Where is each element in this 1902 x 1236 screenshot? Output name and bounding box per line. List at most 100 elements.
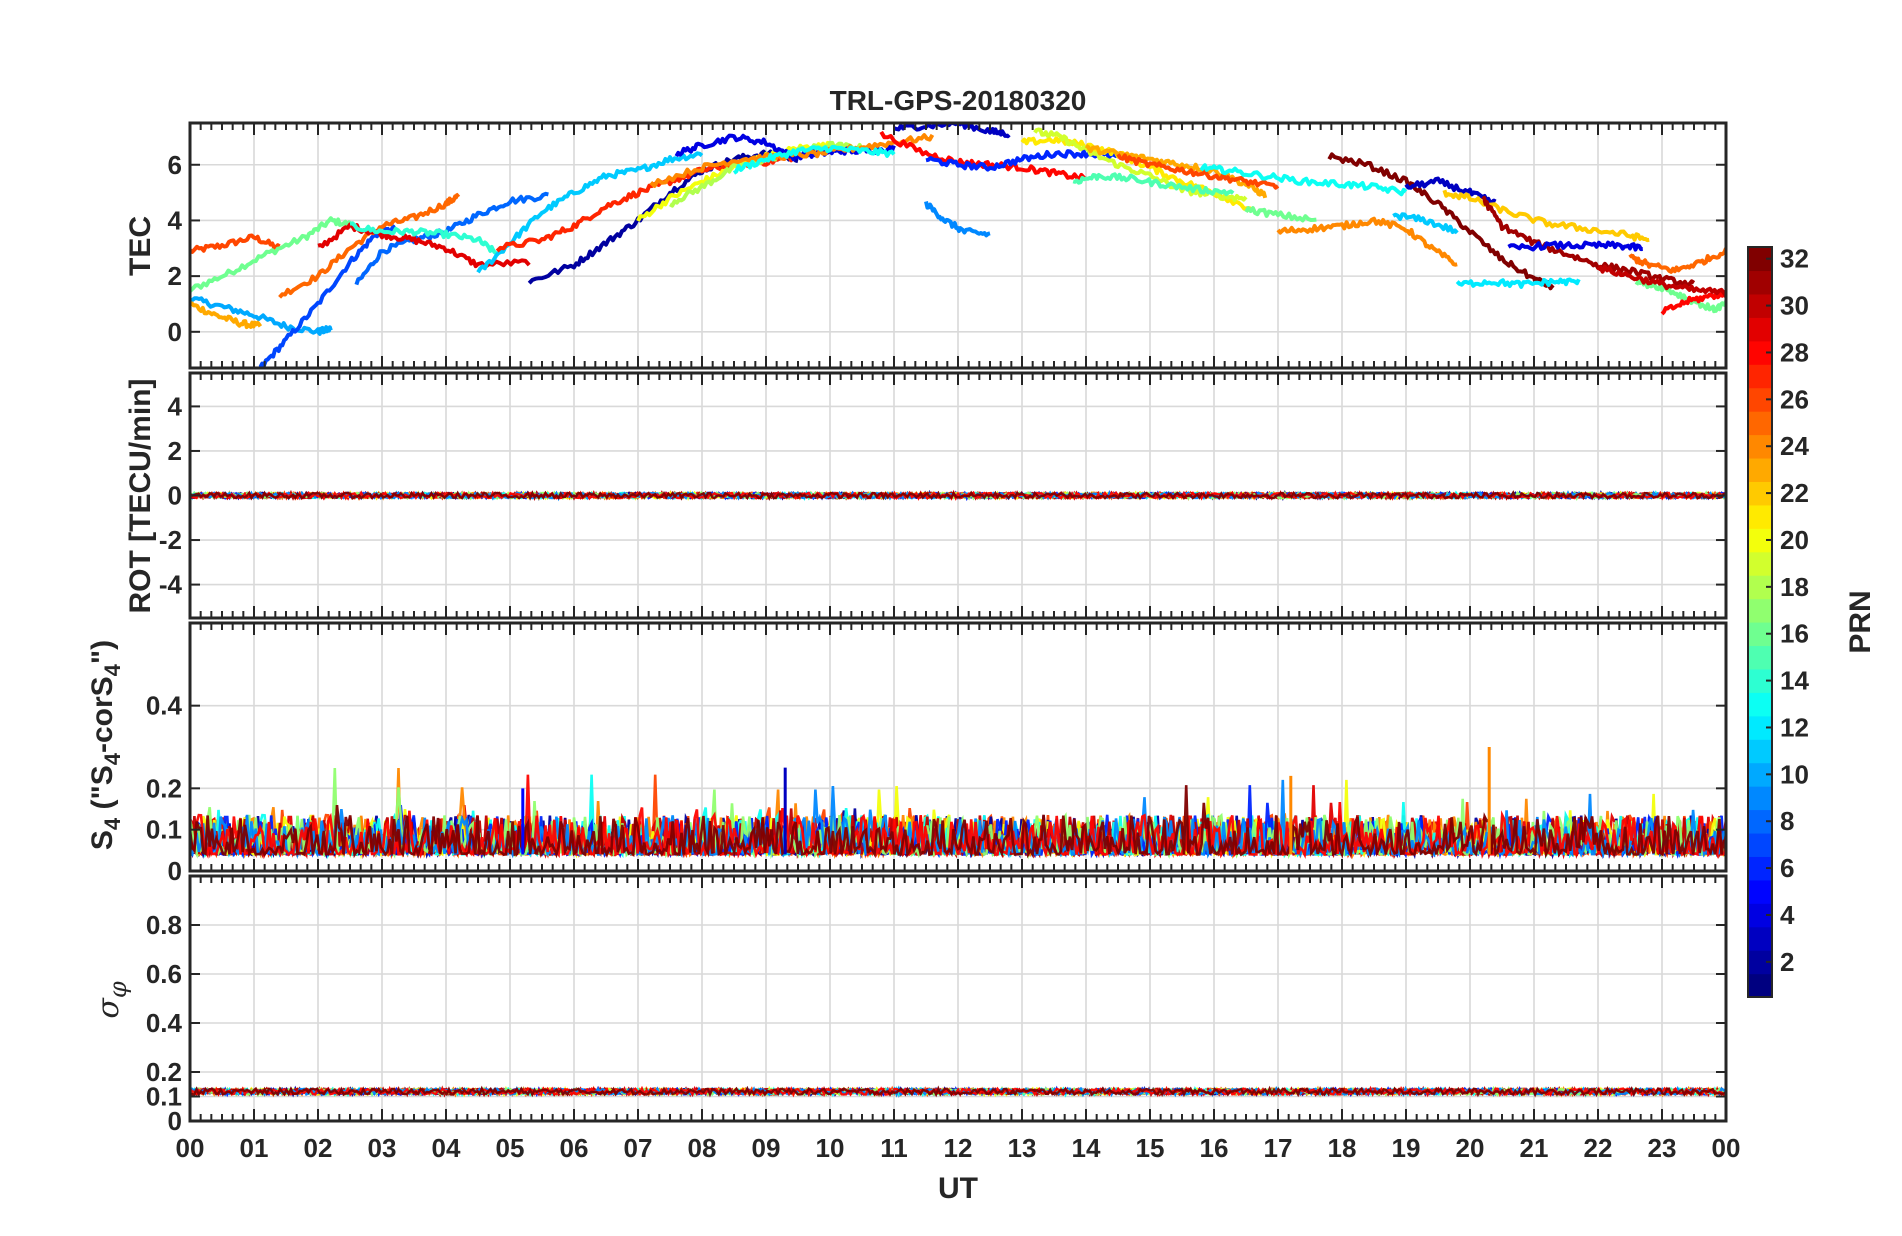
colorbar-segment: [1748, 317, 1772, 342]
panel-sigma-phi: 00.10.2 0.4 0.6 0.8 σφ: [91, 874, 1728, 1136]
y-tick-label: 0.8: [146, 910, 182, 940]
colorbar-tick-label: 30: [1780, 291, 1809, 321]
tec-series-line: [1442, 189, 1650, 243]
colorbar-tick-label: 8: [1780, 806, 1794, 836]
tec-ylabel: TEC: [124, 216, 157, 276]
rot-y-ticks: -4 -2 0 2 4: [159, 391, 183, 599]
colorbar-tick-label: 2: [1780, 947, 1794, 977]
x-tick-label: 19: [1392, 1133, 1421, 1163]
x-tick-label: 07: [624, 1133, 653, 1163]
colorbar-segment: [1748, 692, 1772, 717]
colorbar-tick-label: 18: [1780, 572, 1809, 602]
x-tick-label: 18: [1328, 1133, 1357, 1163]
x-tick-label: 02: [304, 1133, 333, 1163]
tec-series-line: [925, 149, 1120, 172]
tec-series-line: [190, 296, 333, 336]
panel-tec: 0 2 4 6 TEC: [124, 121, 1728, 370]
y-tick-label: 0: [168, 317, 182, 347]
tec-series-line: [1084, 143, 1268, 199]
colorbar-tick-label: 20: [1780, 525, 1809, 555]
y-tick-label: -2: [159, 525, 182, 555]
s4-lines: [190, 747, 1726, 860]
tec-minor-ticks: [189, 123, 1727, 368]
y-tick-label: 0.6: [146, 959, 182, 989]
colorbar-tick-label: 32: [1780, 244, 1809, 274]
y-tick-label: 0.1: [146, 815, 182, 845]
panel-s4: 0 0.1 0.2 0.4 S4 ("S4-corS4"): [86, 621, 1728, 886]
y-tick-label: 2: [168, 261, 182, 291]
tec-series-line: [1072, 172, 1235, 197]
y-tick-label: 0.4: [146, 1008, 183, 1038]
colorbar-tick-label: 26: [1780, 384, 1809, 414]
tec-series-line: [1276, 216, 1458, 267]
sigma-grid: [189, 876, 1727, 1122]
tec-series-line: [1455, 277, 1581, 289]
colorbar-tick-label: 14: [1780, 666, 1809, 696]
y-tick-label: -4: [159, 570, 183, 600]
tec-series-line: [190, 301, 263, 330]
x-tick-label: 15: [1136, 1133, 1165, 1163]
colorbar-tick-label: 28: [1780, 337, 1809, 367]
x-tick-label: 17: [1264, 1133, 1293, 1163]
tec-series-line: [924, 201, 991, 238]
s4-minor-ticks: [189, 623, 1727, 872]
x-tick-label: 11: [880, 1133, 908, 1163]
tec-series-line: [1327, 152, 1555, 291]
x-tick-label: 00: [1712, 1133, 1741, 1163]
tec-series-line: [1199, 163, 1408, 197]
y-tick-label: 0.2: [146, 1057, 182, 1087]
colorbar-segment: [1748, 457, 1772, 482]
y-tick-label: 4: [168, 205, 183, 235]
x-tick-label: 20: [1456, 1133, 1485, 1163]
colorbar-segment: [1748, 551, 1772, 576]
y-tick-label: 2: [168, 436, 182, 466]
tec-series-line: [349, 221, 500, 257]
tec-series-line: [278, 192, 461, 299]
colorbar-segment: [1748, 832, 1772, 857]
tec-series-line: [1116, 153, 1280, 190]
y-tick-label: 0: [168, 856, 182, 886]
tec-series-line: [1244, 206, 1317, 223]
x-tick-label: 10: [816, 1133, 845, 1163]
tec-lines: [190, 123, 1726, 368]
x-tick-label: 05: [496, 1133, 525, 1163]
y-tick-label: 6: [168, 150, 182, 180]
sigma-trace: [190, 1085, 1726, 1098]
s4-ylabel: S4 ("S4-corS4"): [86, 640, 125, 850]
s4-y-ticks: 0 0.1 0.2 0.4: [146, 691, 183, 886]
tec-series-line: [190, 216, 357, 293]
tec-series-line: [1392, 212, 1459, 235]
rot-ylabel: ROT [TECU/min]: [124, 379, 157, 614]
tec-series-line: [1507, 240, 1643, 252]
colorbar-segment: [1748, 786, 1772, 811]
y-tick-label: 0.2: [146, 773, 182, 803]
colorbar-tick-label: 6: [1780, 853, 1794, 883]
rot-minor-ticks: [189, 373, 1727, 618]
y-tick-label: 0.4: [146, 691, 183, 721]
tec-y-ticks: 0 2 4 6: [168, 150, 183, 347]
tec-series-line: [732, 144, 896, 175]
rot-trace: [190, 490, 1726, 501]
y-tick-label: 4: [168, 391, 183, 421]
colorbar-segments: [1748, 247, 1772, 998]
colorbar-label: PRN: [1844, 590, 1877, 653]
tec-series-line: [527, 149, 799, 285]
chart-title: TRL-GPS-20180320: [830, 85, 1087, 116]
x-tick-label: 14: [1072, 1133, 1101, 1163]
x-tick-label: 06: [560, 1133, 589, 1163]
colorbar-segment: [1748, 879, 1772, 904]
tec-series-line: [1481, 195, 1696, 288]
tec-series-line: [190, 233, 281, 254]
colorbar-tick-label: 24: [1780, 431, 1809, 461]
x-tick-label: 16: [1200, 1133, 1229, 1163]
x-tick-label: 09: [752, 1133, 781, 1163]
x-tick-label: 12: [944, 1133, 973, 1163]
sigma-minor-ticks: [189, 876, 1727, 1122]
sigma-y-ticks: 00.10.2 0.4 0.6 0.8: [146, 910, 183, 1136]
s4-trace: [190, 785, 1726, 859]
colorbar-segment: [1748, 739, 1772, 764]
colorbar-tick-label: 10: [1780, 759, 1809, 789]
y-tick-label: 0: [168, 481, 182, 511]
